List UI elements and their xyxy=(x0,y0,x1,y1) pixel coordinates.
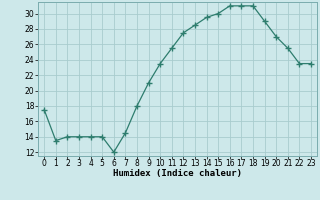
X-axis label: Humidex (Indice chaleur): Humidex (Indice chaleur) xyxy=(113,169,242,178)
